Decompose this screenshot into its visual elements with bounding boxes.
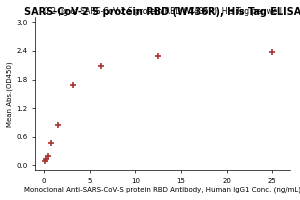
Title: SARS-CoV-2 S protein RBD (W436R), His Tag ELISA: SARS-CoV-2 S protein RBD (W436R), His Ta… [24,7,300,17]
Y-axis label: Mean Abs.(OD450): Mean Abs.(OD450) [7,61,14,127]
X-axis label: Monoclonal Anti-SARS-CoV-S protein RBD Antibody, Human IgG1 Conc. (ng/mL): Monoclonal Anti-SARS-CoV-S protein RBD A… [24,187,300,193]
Text: 0.2 μg of SARS-CoV-2 S protein RBD (W436R), His Tag per well: 0.2 μg of SARS-CoV-2 S protein RBD (W436… [44,7,282,16]
